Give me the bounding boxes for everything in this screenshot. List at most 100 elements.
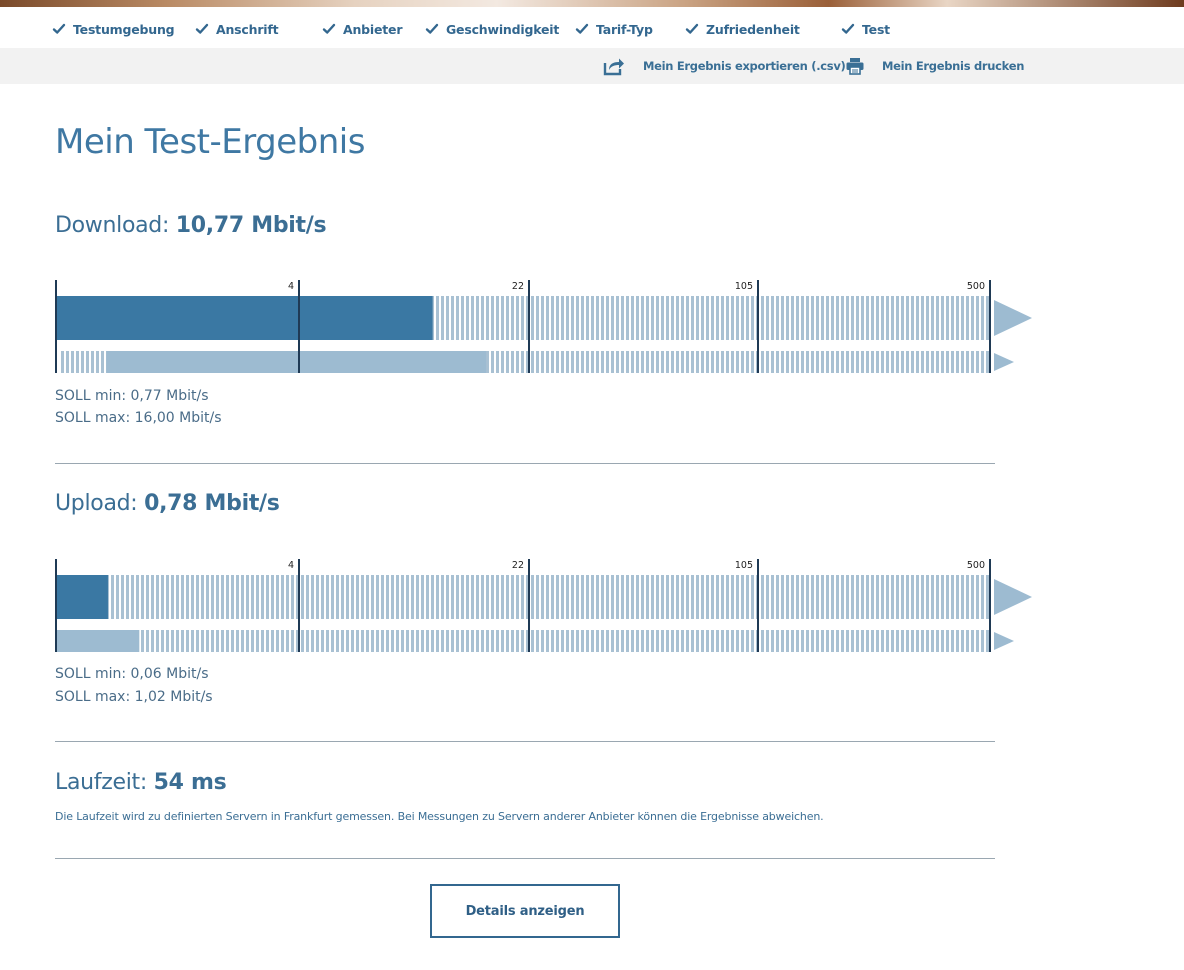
tick-label: 4 (288, 560, 294, 571)
scale-hatch (976, 575, 979, 619)
scale-hatch (521, 296, 524, 340)
scale-hatch (81, 351, 84, 373)
scale-hatch (746, 296, 749, 340)
step-anschrift[interactable]: Anschrift (195, 20, 279, 38)
latency-value: 54 ms (153, 770, 227, 795)
scale-hatch (71, 351, 74, 373)
scale-hatch (781, 296, 784, 340)
scale-hatch (386, 575, 389, 619)
scale-hatch (511, 351, 514, 373)
scale-hatch (801, 296, 804, 340)
scale-hatch (381, 630, 384, 652)
scale-hatch (586, 351, 589, 373)
step-testumgebung[interactable]: Testumgebung (52, 20, 175, 38)
scale-hatch (781, 351, 784, 373)
scale-hatch (186, 630, 189, 652)
scale-hatch (781, 575, 784, 619)
progress-steps: Testumgebung Anschrift Anbieter Geschwin… (0, 7, 1184, 48)
scale-hatch (576, 351, 579, 373)
scale-hatch (546, 630, 549, 652)
scale-hatch (856, 575, 859, 619)
scale-hatch (296, 630, 299, 652)
scale-hatch (926, 630, 929, 652)
divider (55, 858, 995, 859)
scale-hatch (531, 575, 534, 619)
scale-hatch (681, 351, 684, 373)
scale-hatch (886, 296, 889, 340)
soll-range-bar (56, 630, 140, 652)
soll-range-bar (106, 351, 487, 373)
scale-hatch (806, 630, 809, 652)
measured-bar (56, 575, 108, 619)
divider (55, 463, 995, 464)
scale-hatch (621, 351, 624, 373)
scale-hatch (476, 575, 479, 619)
scale-hatch (461, 296, 464, 340)
step-geschwindigkeit[interactable]: Geschwindigkeit (425, 20, 559, 38)
scale-hatch (781, 630, 784, 652)
details-button[interactable]: Details anzeigen (430, 884, 620, 938)
scale-hatch (966, 351, 969, 373)
scale-hatch (176, 575, 179, 619)
download-gauge-svg: 4 22 105 500 (55, 280, 1032, 373)
scale-hatch (261, 575, 264, 619)
step-anbieter[interactable]: Anbieter (322, 20, 403, 38)
scale-hatch (716, 351, 719, 373)
scale-hatch (441, 296, 444, 340)
scale-hatch (61, 351, 64, 373)
scale-hatch (981, 630, 984, 652)
scale-hatch (971, 296, 974, 340)
scale-hatch (561, 630, 564, 652)
step-tarif-typ[interactable]: Tarif-Typ (575, 20, 653, 38)
scale-hatch (291, 630, 294, 652)
scale-hatch (321, 630, 324, 652)
scale-hatch (641, 630, 644, 652)
scale-hatch (471, 630, 474, 652)
scale-hatch (236, 630, 239, 652)
scale-hatch (356, 575, 359, 619)
scale-hatch (711, 351, 714, 373)
scale-hatch (811, 630, 814, 652)
scale-hatch (271, 630, 274, 652)
scale-hatch (206, 575, 209, 619)
axis-line (55, 280, 57, 373)
scale-hatch (536, 575, 539, 619)
scale-hatch (866, 351, 869, 373)
check-icon (685, 23, 699, 34)
scale-hatch (171, 575, 174, 619)
scale-hatch (776, 575, 779, 619)
scale-hatch (531, 296, 534, 340)
scale-hatch (231, 630, 234, 652)
scale-hatch (556, 296, 559, 340)
scale-hatch (911, 630, 914, 652)
scale-hatch (641, 575, 644, 619)
scale-hatch (141, 575, 144, 619)
scale-hatch (566, 575, 569, 619)
step-zufriedenheit[interactable]: Zufriedenheit (685, 20, 800, 38)
scale-hatch (766, 351, 769, 373)
scale-hatch (846, 351, 849, 373)
print-link[interactable]: Mein Ergebnis drucken (846, 54, 1024, 78)
scale-hatch (111, 575, 114, 619)
scale-hatch (601, 630, 604, 652)
scale-hatch (151, 575, 154, 619)
export-csv-link[interactable]: Mein Ergebnis exportieren (.csv) (603, 54, 846, 78)
scale-hatch (796, 296, 799, 340)
print-label: Mein Ergebnis drucken (882, 59, 1025, 73)
scale-hatch (386, 630, 389, 652)
scale-hatch (916, 351, 919, 373)
step-test[interactable]: Test (841, 20, 890, 38)
scale-hatch (486, 296, 489, 340)
scale-hatch (631, 575, 634, 619)
scale-hatch (226, 575, 229, 619)
upload-gauge: 4 22 105 500 (0, 549, 1184, 652)
scale-hatch (941, 575, 944, 619)
scale-hatch (941, 630, 944, 652)
scale-hatch (656, 575, 659, 619)
scale-hatch (451, 575, 454, 619)
scale-hatch (881, 296, 884, 340)
arrow-icon (994, 579, 1032, 615)
scale-hatch (876, 296, 879, 340)
scale-hatch (551, 575, 554, 619)
scale-hatch (186, 575, 189, 619)
